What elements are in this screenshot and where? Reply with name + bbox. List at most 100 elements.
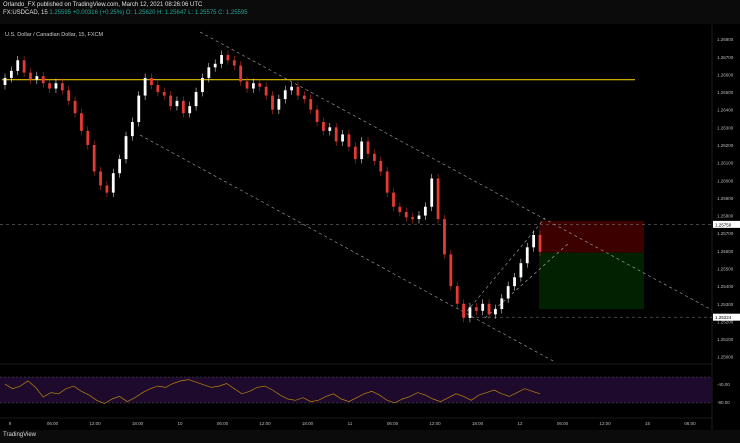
candle-body (169, 95, 172, 107)
symbol-ohlc-line: FX:USDCAD, 15 1.25595 +0.00316 (+0.25%) … (3, 10, 248, 16)
candle-body (322, 122, 325, 131)
candle-body (271, 95, 274, 110)
candle-body (86, 130, 90, 145)
candle-body (436, 178, 440, 220)
candle-body (430, 178, 434, 207)
candle-body (328, 127, 332, 131)
ohlc-values: O: 1.25620 H: 1.25647 L: 1.25575 C: 1.25… (125, 10, 248, 16)
y-tick-label: 1.26000 (717, 178, 734, 183)
chart-footer: TradingView (0, 430, 740, 443)
candle-body (54, 83, 58, 89)
candle-body (455, 286, 459, 304)
candle-body (334, 127, 338, 142)
price-tag-label: 1.25750 (715, 222, 732, 227)
stop-loss-zone (539, 220, 644, 253)
tradingview-logo[interactable]: TradingView (3, 432, 37, 438)
candle-body (207, 67, 211, 78)
candle-body (130, 122, 134, 137)
candle-body (220, 54, 223, 64)
price-change: +0.00316 (+0.25%) (72, 10, 125, 16)
candle-body (29, 72, 32, 80)
candle-body (92, 144, 96, 172)
candle-body (277, 99, 281, 110)
x-tick-label: 15 (645, 421, 651, 426)
candle-body (264, 86, 268, 96)
candle-body (500, 298, 504, 310)
y-tick-label: 1.25700 (717, 231, 734, 236)
oscillator-band (0, 377, 712, 403)
x-tick-label: 12 (517, 421, 523, 426)
candle-body (175, 100, 179, 107)
candle-body (302, 95, 306, 100)
x-tick-label: 06:00 (387, 421, 399, 426)
x-tick-label: 18:00 (132, 421, 144, 426)
candle-body (309, 99, 313, 110)
candle-body (373, 153, 376, 161)
candle-body (290, 86, 294, 91)
candle-body (347, 134, 351, 147)
candle-body (194, 92, 198, 107)
oscillator-line (4, 379, 541, 404)
candle-body (315, 109, 319, 123)
candle-body (494, 309, 497, 315)
x-tick-label: 06:00 (217, 421, 229, 426)
channel-lower-trendline (139, 134, 556, 363)
y-tick-label: 1.26300 (717, 125, 734, 130)
x-tick-label: 9 (9, 421, 12, 426)
candle-body (258, 83, 262, 87)
y-tick-label: 1.26700 (717, 55, 734, 60)
y-tick-label: 1.26100 (717, 161, 734, 166)
candle-body (35, 76, 39, 80)
chart-header: Orlando_FX published on TradingView.com,… (0, 0, 740, 24)
candle-body (487, 303, 491, 315)
candle-body (481, 303, 485, 311)
candle-body (150, 77, 153, 85)
candle-body (118, 159, 122, 174)
x-tick-label: 12:00 (89, 421, 101, 426)
x-tick-label: 12:00 (599, 421, 611, 426)
candle-body (468, 307, 472, 318)
candle-body (404, 212, 408, 218)
candle-body (532, 234, 536, 248)
candle-body (181, 100, 185, 114)
candle-body (449, 254, 453, 287)
y-tick-label: 1.25400 (717, 284, 734, 289)
candle-body (41, 76, 45, 84)
x-tick-label: 18:00 (302, 421, 314, 426)
candle-body (9, 70, 13, 78)
y-tick-label: 1.26200 (717, 143, 734, 148)
y-tick-label: 1.26400 (717, 108, 734, 113)
x-tick-label: 11 (348, 421, 353, 426)
take-profit-zone (539, 252, 644, 310)
candle-body (411, 217, 415, 220)
candle-body (73, 100, 77, 114)
candle-body (188, 106, 192, 114)
candle-body (80, 113, 83, 131)
chart-symbol-title: U.S. Dollar / Canadian Dollar, 15, FXCM (5, 32, 104, 38)
publisher-line: Orlando_FX published on TradingView.com,… (3, 2, 203, 8)
candle-body (462, 303, 465, 318)
candle-body (239, 65, 243, 82)
candle-body (162, 92, 166, 96)
candle-body (124, 136, 128, 160)
candle-body (99, 171, 102, 186)
candle-body (360, 141, 364, 160)
candle-body (474, 307, 478, 311)
y-tick-label: 1.25100 (717, 337, 734, 342)
candle-body (513, 277, 516, 287)
candle-body (525, 247, 529, 264)
candle-body (201, 77, 204, 93)
candle-body (443, 219, 446, 255)
candle-body (137, 95, 141, 123)
y-tick-label: 1.25500 (717, 266, 734, 271)
x-tick-label: 18:00 (472, 421, 484, 426)
candle-body (366, 141, 370, 154)
x-tick-label: 06:00 (47, 421, 59, 426)
price-tag-bg (713, 220, 740, 228)
oscillator-tick-label: -40.00 (717, 382, 730, 387)
candle-body (48, 83, 51, 89)
candle-body (392, 192, 395, 207)
x-tick-label: 06:00 (557, 421, 569, 426)
y-tick-label: 1.26800 (717, 37, 734, 42)
